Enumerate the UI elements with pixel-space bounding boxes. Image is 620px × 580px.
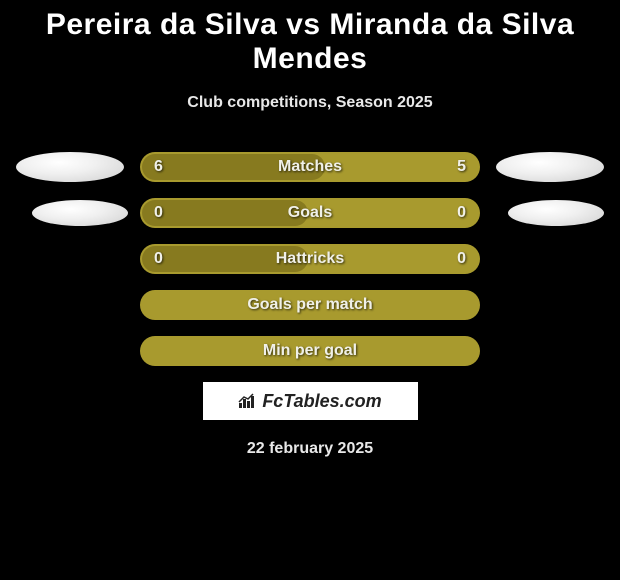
stat-row: 00Goals <box>8 198 612 228</box>
stat-bar: 65Matches <box>140 152 480 182</box>
logo-text: FcTables.com <box>262 391 381 412</box>
stat-row: 00Hattricks <box>8 244 612 274</box>
value-blob-right <box>496 152 604 182</box>
stat-bar: Min per goal <box>140 336 480 366</box>
stat-row: Goals per match <box>8 290 612 320</box>
stat-bar: Goals per match <box>140 290 480 320</box>
stat-label: Goals <box>140 198 480 228</box>
date-label: 22 february 2025 <box>8 440 612 458</box>
logo-box: FcTables.com <box>203 382 418 420</box>
stat-label: Matches <box>140 152 480 182</box>
stats-list: 65Matches 00Goals 00Hattricks Goals per mat… <box>8 152 612 366</box>
page-title: Pereira da Silva vs Miranda da Silva Men… <box>8 0 612 76</box>
value-blob-left <box>32 200 128 226</box>
subtitle: Club competitions, Season 2025 <box>8 94 612 112</box>
stat-bar: 00Goals <box>140 198 480 228</box>
barchart-icon <box>238 393 258 409</box>
stat-label: Goals per match <box>140 290 480 320</box>
stat-label: Hattricks <box>140 244 480 274</box>
stat-row: Min per goal <box>8 336 612 366</box>
stat-label: Min per goal <box>140 336 480 366</box>
stat-row: 65Matches <box>8 152 612 182</box>
value-blob-left <box>16 152 124 182</box>
stat-bar: 00Hattricks <box>140 244 480 274</box>
value-blob-right <box>508 200 604 226</box>
